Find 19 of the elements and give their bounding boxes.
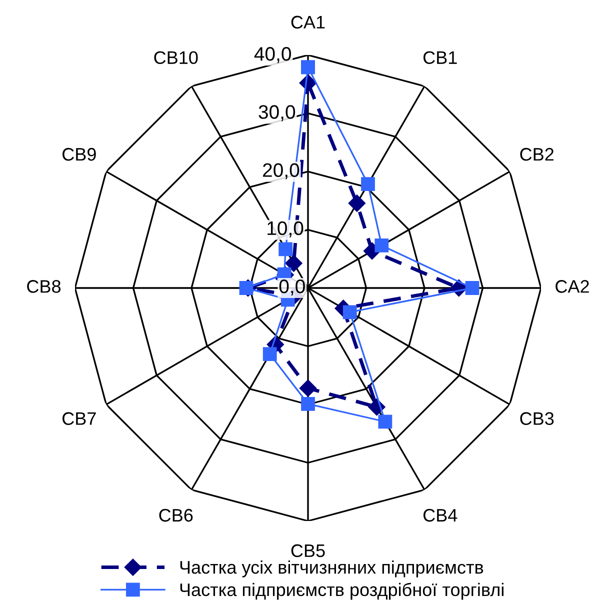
spoke-label: CB8 [27,280,61,293]
y-tick-label: 0,0 [279,279,305,296]
spoke-label: CB5 [291,544,325,558]
spoke-label: CB7 [62,412,96,425]
spoke-label: CB10 [154,51,198,64]
y-tick-label: 20,0 [263,163,300,180]
y-tick-label: 10,0 [268,221,304,238]
spoke-label: CA1 [291,16,325,29]
spoke-label: CB6 [159,508,193,522]
spoke-label: CA2 [556,280,589,293]
spoke-label: CB4 [423,508,458,522]
legend-label: Частка підприємств роздрібної торгівлі [180,582,504,600]
spoke-label: CB9 [62,148,96,161]
spoke-label: CB1 [423,51,457,64]
legend-label: Частка усіх вітчизняних підприємств [180,560,484,578]
y-tick-label: 30,0 [258,105,296,122]
spoke-label: CB2 [520,148,554,161]
y-tick-label: 40,0 [254,47,291,64]
spoke-label: CB3 [520,412,554,425]
